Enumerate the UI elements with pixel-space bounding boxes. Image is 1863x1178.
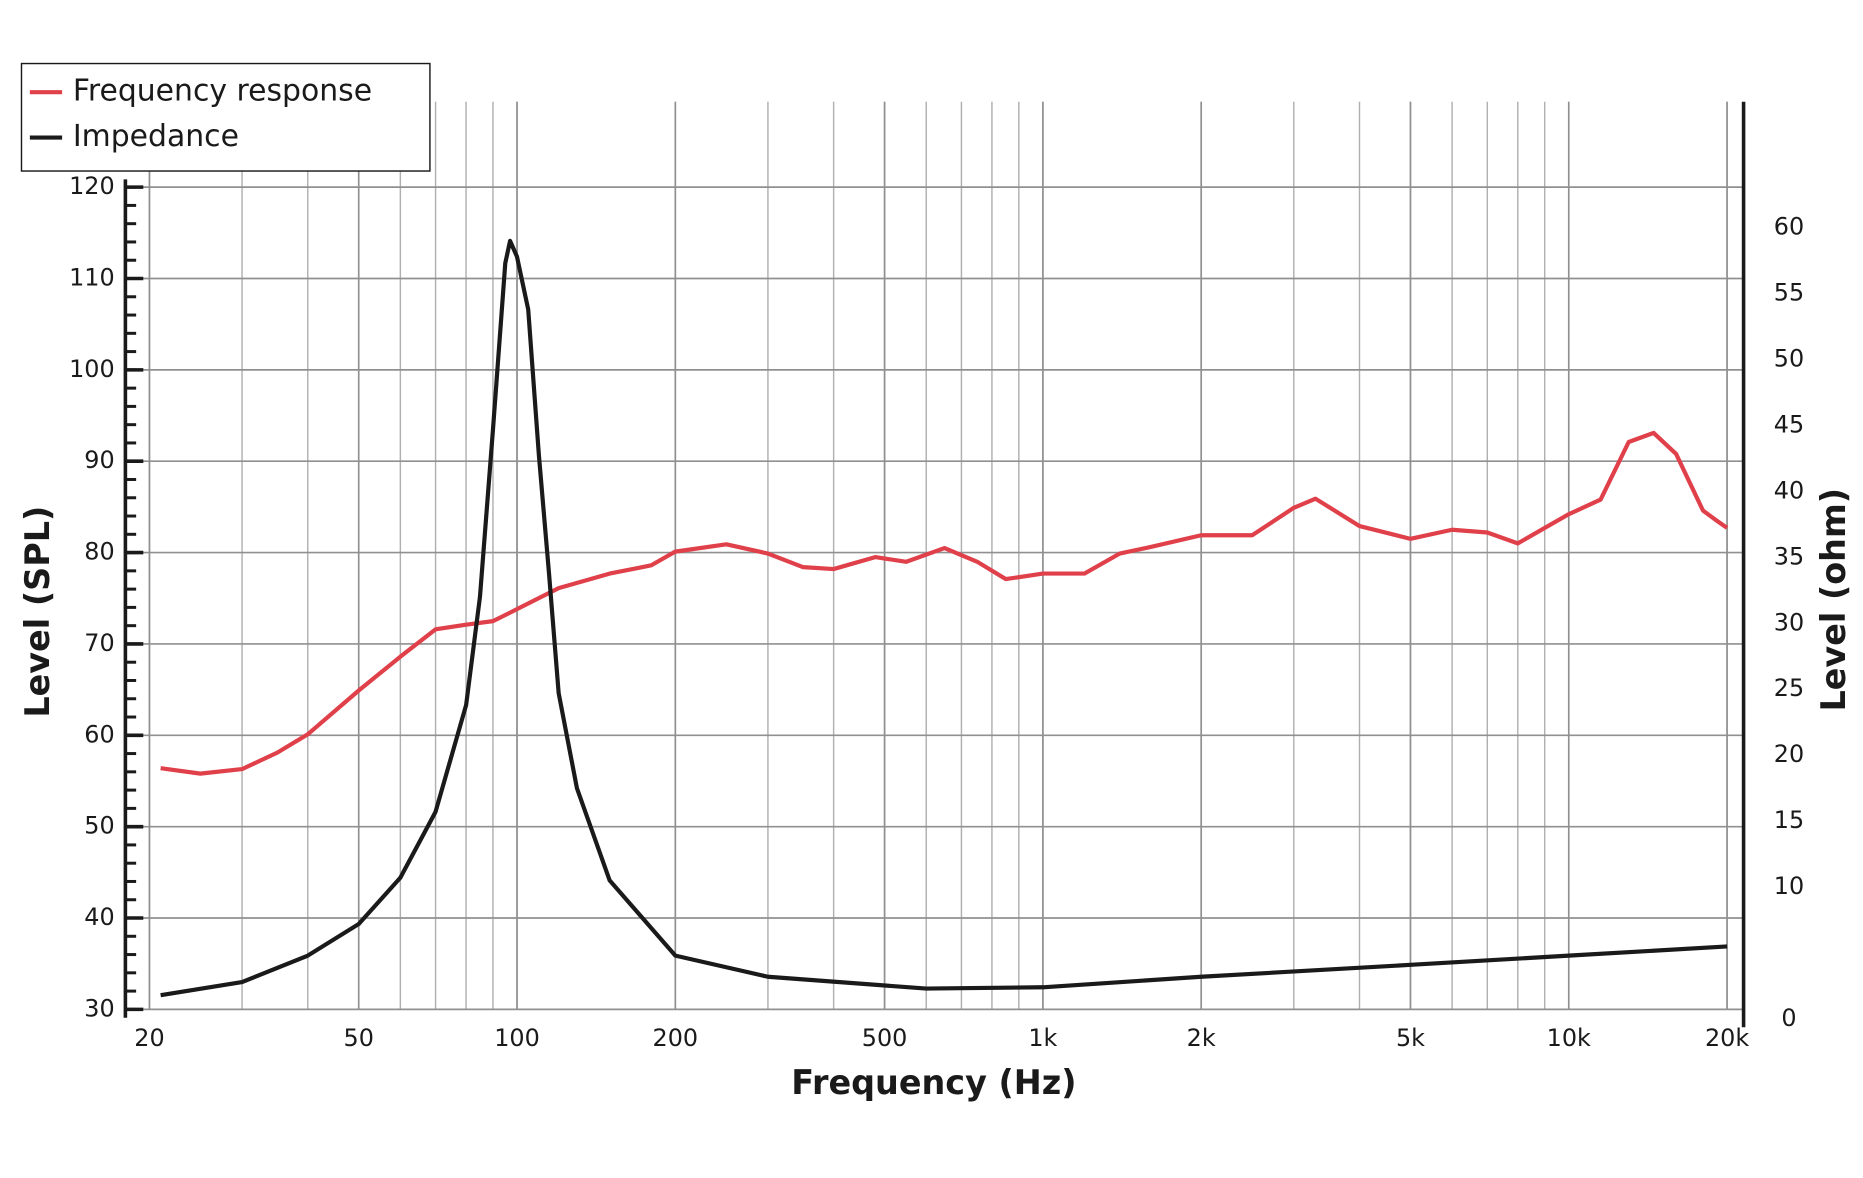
y2-tick-label: 40 [1774,476,1804,504]
y2-tick-label: 50 [1774,345,1804,373]
x-tick-label: 500 [862,1024,908,1052]
y2-tick-label: 30 [1774,608,1804,636]
x-tick-label: 5k [1396,1024,1425,1052]
series-line [160,238,1728,998]
y2-tick-label: 15 [1774,806,1804,834]
y2-axis-title: Level (ohm) [1814,488,1853,712]
y-tick-label: 40 [84,903,114,931]
y-tick-label: 50 [84,812,114,840]
series-line [160,430,1729,776]
y2-tick-label: 55 [1774,279,1804,307]
y-tick-label: 80 [84,538,114,566]
y2-tick-label: 10 [1774,872,1804,900]
y-tick-label: 70 [84,629,114,657]
y-tick-label: 100 [69,355,115,383]
y-tick-label: 110 [69,264,115,292]
x-tick-label: 200 [653,1024,699,1052]
legend-box [20,62,431,172]
x-tick-label: 50 [344,1024,374,1052]
x-tick-label: 1k [1028,1024,1057,1052]
x-axis-title: Frequency (Hz) [791,1063,1076,1102]
y2-tick-label: 35 [1774,542,1804,570]
x-tick-label: 100 [494,1024,540,1052]
y-tick-label: 90 [84,446,114,474]
y-tick-label: 120 [69,172,115,200]
legend-label: Impedance [73,119,239,154]
x-tick-label: 10k [1547,1024,1591,1052]
y-tick-label: 60 [84,720,114,748]
y-tick-label: 30 [84,994,114,1022]
x-tick-label: 2k [1187,1024,1216,1052]
y2-tick-label: 45 [1774,410,1804,438]
y2-tick-label: 0 [1781,1004,1796,1032]
y2-tick-label: 60 [1774,213,1804,241]
y2-tick-label: 25 [1774,674,1804,702]
legend-label: Frequency response [73,74,372,109]
y2-tick-label: 20 [1774,740,1804,768]
x-tick-label: 20k [1705,1024,1749,1052]
x-tick-label: 20 [134,1024,164,1052]
y-axis-title: Level (SPL) [18,506,57,718]
